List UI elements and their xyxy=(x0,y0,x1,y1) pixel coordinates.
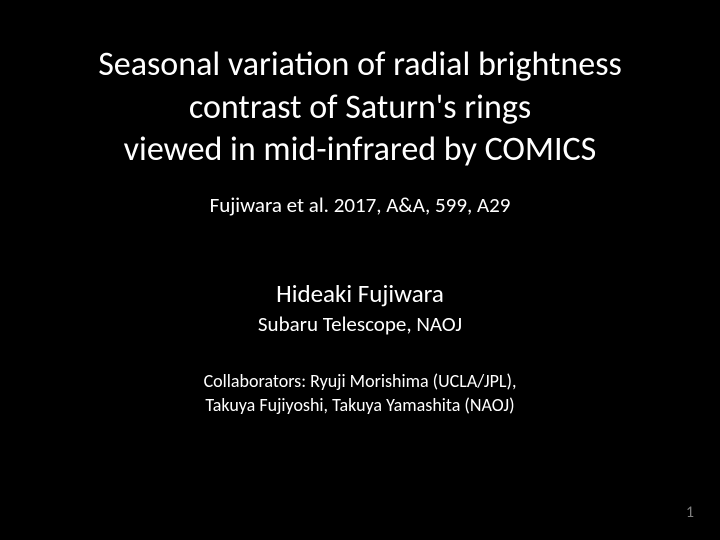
citation-text: Fujiwara et al. 2017, A&A, 599, A29 xyxy=(210,192,511,218)
title-line-1: Seasonal variation of radial brightness xyxy=(98,44,622,87)
slide-container: Seasonal variation of radial brightness … xyxy=(0,0,720,540)
author-name: Hideaki Fujiwara xyxy=(276,278,444,309)
collaborators-line-1: Collaborators: Ryuji Morishima (UCLA/JPL… xyxy=(204,369,517,393)
page-number: 1 xyxy=(686,503,694,522)
collaborators-line-2: Takuya Fujiyoshi, Takuya Yamashita (NAOJ… xyxy=(204,393,517,417)
author-affiliation: Subaru Telescope, NAOJ xyxy=(258,311,462,337)
slide-title: Seasonal variation of radial brightness … xyxy=(98,44,622,172)
title-line-2: contrast of Saturn's rings xyxy=(98,87,622,130)
title-line-3: viewed in mid-infrared by COMICS xyxy=(98,129,622,172)
collaborators-block: Collaborators: Ryuji Morishima (UCLA/JPL… xyxy=(204,369,517,418)
